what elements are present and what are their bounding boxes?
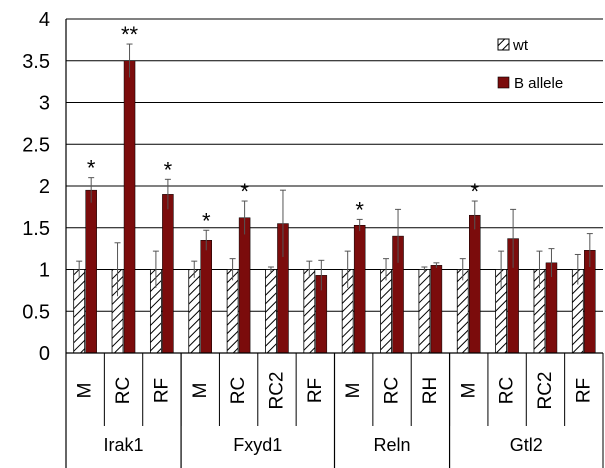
bar-b-allele [162, 194, 174, 354]
group-label: Irak1 [104, 435, 144, 455]
category-label: RC [497, 377, 518, 404]
category-table: M RC RF M RC RC2 RF M RC RH M RC RC2 RF Irak1 Fxyd1 Reln… [75, 353, 594, 468]
significance-marker: * [240, 179, 249, 204]
y-tick-label: 0 [39, 343, 50, 365]
legend-label-b-allele: B allele [514, 75, 563, 92]
y-tick-label: 2.5 [22, 134, 50, 156]
bar-b-allele [353, 224, 366, 354]
group-label: Gtl2 [510, 435, 543, 455]
y-tick-label: 2 [39, 176, 50, 198]
significance-marker: * [355, 197, 364, 222]
significance-marker: * [164, 157, 173, 182]
category-label: RC2 [266, 371, 287, 409]
category-label: RC [382, 377, 403, 404]
legend-swatch-wt [497, 38, 510, 51]
bar-wt [188, 269, 201, 354]
bar-b-allele [430, 265, 443, 354]
category-label: RC [113, 377, 134, 404]
legend-swatch-b-allele [497, 76, 510, 89]
category-label: RF [151, 378, 172, 403]
bars: ******** [73, 22, 596, 354]
bar-wt [418, 269, 431, 354]
y-tick-label: 4 [39, 9, 50, 31]
category-label: RH [420, 377, 441, 404]
significance-marker: * [202, 208, 211, 233]
y-tick-label: 3.5 [22, 51, 50, 73]
bar-wt [380, 269, 392, 354]
bar-wt [303, 269, 316, 354]
bar-wt [456, 269, 469, 354]
bar-wt [265, 269, 277, 354]
bar-b-allele [238, 217, 251, 354]
category-label: RF [573, 378, 594, 403]
y-tick-label: 1.5 [22, 218, 50, 240]
y-axis-ticks: 0 0.5 1 1.5 2 2.5 3 3.5 4 [22, 9, 50, 365]
bar-b-allele [85, 189, 97, 354]
y-tick-label: 3 [39, 93, 50, 115]
category-label: M [75, 383, 96, 399]
bar-b-allele [123, 60, 136, 354]
category-label: M [190, 383, 211, 399]
bar-b-allele [200, 240, 212, 354]
significance-marker: * [470, 179, 479, 204]
y-tick-label: 0.5 [22, 301, 50, 323]
group-label: Reln [374, 435, 411, 455]
legend-label-wt: wt [512, 37, 529, 54]
group-label: Fxyd1 [233, 435, 282, 455]
category-label: M [458, 383, 479, 399]
category-label: RC [228, 377, 249, 404]
significance-marker: ** [121, 22, 139, 47]
legend: wt B allele [497, 37, 563, 92]
category-label: RC2 [535, 371, 556, 409]
gridlines [66, 18, 603, 312]
category-label: RF [305, 378, 326, 403]
y-tick-label: 1 [39, 260, 50, 282]
significance-marker: * [87, 156, 96, 181]
bar-b-allele [469, 214, 481, 354]
bar-wt [73, 269, 86, 354]
bar-wt [226, 269, 239, 354]
category-label: M [343, 383, 364, 399]
